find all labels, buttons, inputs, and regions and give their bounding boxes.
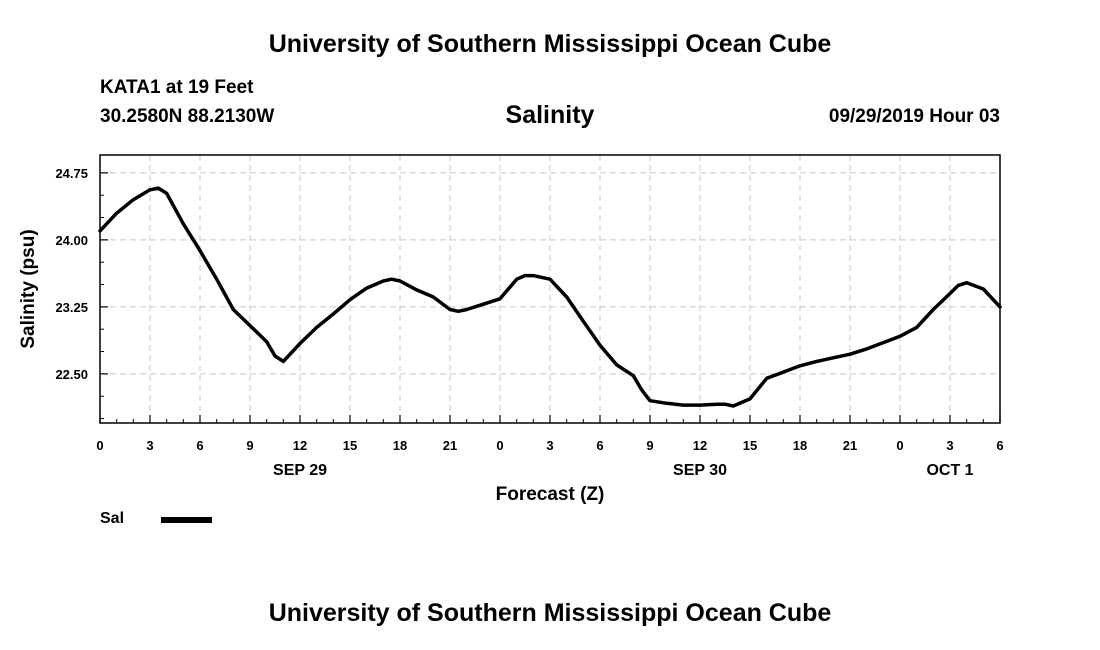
x-tick-label: 15	[743, 438, 757, 453]
x-tick-label: 9	[246, 438, 253, 453]
x-tick-label: 6	[596, 438, 603, 453]
x-tick-label: 18	[393, 438, 407, 453]
x-axis-label: Forecast (Z)	[496, 484, 605, 505]
x-tick-label: 21	[843, 438, 857, 453]
y-tick-label: 24.00	[55, 233, 88, 248]
grid-layer	[100, 155, 1000, 423]
series-layer	[98, 186, 1002, 408]
legend-swatch-sal	[161, 517, 212, 523]
x-tick-label: 15	[343, 438, 357, 453]
date-label: SEP 30	[673, 462, 727, 479]
x-tick-label: 6	[196, 438, 203, 453]
plot-frame	[99, 154, 1001, 424]
station-name: KATA1 at 19 Feet	[100, 77, 254, 98]
y-tick-label: 23.25	[55, 300, 88, 315]
footer-title: University of Southern Mississippi Ocean…	[268, 599, 832, 627]
series-line-sal	[98, 186, 1002, 408]
forecast-time: 09/29/2019 Hour 03	[828, 106, 1000, 127]
y-tick-label: 22.50	[55, 367, 88, 382]
header-title: University of Southern Mississippi Ocean…	[268, 30, 832, 58]
legend-label-sal: Sal	[100, 510, 125, 527]
x-tick-label: 12	[293, 438, 307, 453]
date-label: SEP 29	[273, 462, 327, 479]
x-tick-label: 9	[646, 438, 653, 453]
x-tick-label: 0	[496, 438, 503, 453]
y-tick-label: 24.75	[55, 166, 88, 181]
x-tick-label: 0	[896, 438, 903, 453]
x-tick-label: 0	[96, 438, 103, 453]
x-tick-label: 6	[996, 438, 1003, 453]
chart-title: Salinity	[505, 101, 595, 129]
x-tick-label: 3	[146, 438, 153, 453]
station-coords: 30.2580N 88.2130W	[100, 106, 275, 127]
x-tick-label: 3	[546, 438, 553, 453]
x-tick-label: 3	[946, 438, 953, 453]
label-layer: 0 3 6 9 12 15 18 21 0 3 6 9 12 15 18 21 0 3 6 22.50 23.25 24.…	[55, 166, 1003, 479]
x-tick-label: 12	[693, 438, 707, 453]
date-label: OCT 1	[926, 462, 973, 479]
y-axis-label: Salinity (psu)	[18, 229, 39, 348]
x-tick-label: 21	[443, 438, 457, 453]
x-tick-label: 18	[793, 438, 807, 453]
